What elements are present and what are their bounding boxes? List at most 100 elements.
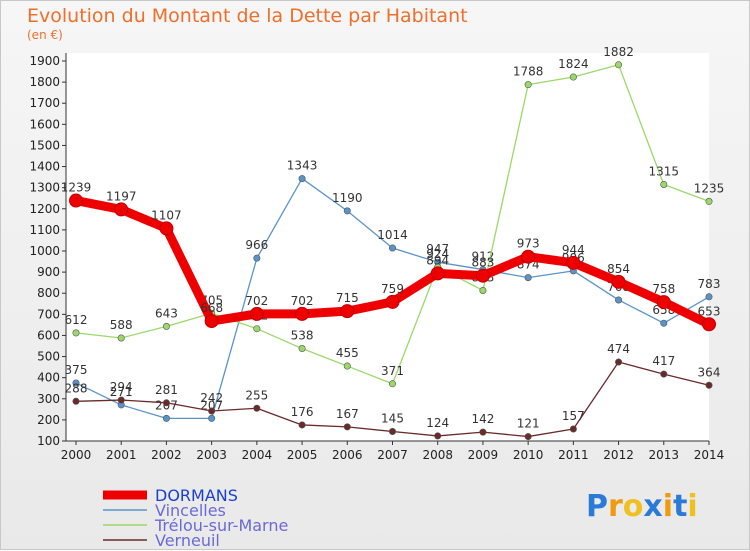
data-label: 207 bbox=[200, 398, 223, 412]
data-point bbox=[298, 175, 306, 183]
data-point bbox=[615, 61, 623, 69]
data-point bbox=[660, 181, 668, 189]
data-point bbox=[162, 399, 170, 407]
data-point bbox=[340, 304, 355, 319]
data-point bbox=[159, 221, 174, 236]
data-point bbox=[295, 306, 310, 321]
data-label: 538 bbox=[291, 329, 314, 343]
data-label: 758 bbox=[652, 282, 675, 296]
data-label: 924 bbox=[426, 247, 449, 261]
data-point bbox=[253, 254, 261, 262]
x-tick-label: 2013 bbox=[649, 448, 680, 462]
data-point bbox=[204, 314, 219, 329]
data-label: 1014 bbox=[377, 228, 408, 242]
data-point bbox=[705, 197, 713, 205]
data-point bbox=[117, 334, 125, 342]
data-point bbox=[702, 317, 716, 332]
data-label: 242 bbox=[200, 391, 223, 405]
data-label: 281 bbox=[155, 383, 178, 397]
data-point bbox=[566, 255, 581, 270]
data-point bbox=[208, 414, 216, 422]
data-label: 1788 bbox=[513, 65, 544, 79]
x-tick-label: 2006 bbox=[332, 448, 363, 462]
data-label: 1239 bbox=[61, 181, 92, 195]
data-point bbox=[615, 296, 623, 304]
data-point bbox=[343, 362, 351, 370]
data-label: 966 bbox=[245, 238, 268, 252]
data-label: 294 bbox=[110, 380, 133, 394]
data-point bbox=[430, 266, 445, 281]
x-tick-label: 2014 bbox=[694, 448, 725, 462]
data-point bbox=[117, 396, 125, 404]
data-label: 1235 bbox=[694, 181, 725, 195]
y-tick-label: 100 bbox=[37, 434, 60, 448]
data-point bbox=[388, 244, 396, 252]
data-label: 973 bbox=[517, 237, 540, 251]
data-point bbox=[298, 421, 306, 429]
x-tick-label: 2003 bbox=[196, 448, 227, 462]
data-label: 854 bbox=[607, 262, 630, 276]
data-point bbox=[388, 427, 396, 435]
legend-label: DORMANS bbox=[155, 486, 238, 505]
unit-label: (en €) bbox=[27, 28, 63, 42]
data-label: 1190 bbox=[332, 191, 363, 205]
data-label: 417 bbox=[652, 354, 675, 368]
data-point bbox=[524, 274, 532, 282]
data-point bbox=[388, 380, 396, 388]
data-label: 947 bbox=[426, 242, 449, 256]
y-tick-label: 200 bbox=[37, 413, 60, 427]
data-point bbox=[524, 433, 532, 441]
y-tick-label: 1600 bbox=[29, 117, 60, 131]
data-point bbox=[249, 306, 264, 321]
y-tick-label: 900 bbox=[37, 265, 60, 279]
data-label: 288 bbox=[65, 381, 88, 395]
y-tick-label: 1300 bbox=[29, 181, 60, 195]
y-tick-label: 1100 bbox=[29, 223, 60, 237]
data-point bbox=[660, 319, 668, 327]
data-label: 364 bbox=[698, 365, 721, 379]
data-label: 643 bbox=[155, 306, 178, 320]
data-point bbox=[705, 381, 713, 389]
data-label: 668 bbox=[200, 301, 223, 315]
data-label: 783 bbox=[698, 277, 721, 291]
y-tick-label: 300 bbox=[37, 392, 60, 406]
data-label: 702 bbox=[245, 294, 268, 308]
y-tick-label: 1500 bbox=[29, 138, 60, 152]
data-point bbox=[385, 294, 400, 309]
data-point bbox=[615, 358, 623, 366]
data-point bbox=[72, 329, 80, 337]
data-label: 375 bbox=[65, 363, 88, 377]
data-point bbox=[705, 293, 713, 301]
data-point bbox=[434, 432, 442, 440]
data-point bbox=[114, 202, 129, 217]
y-tick-label: 1900 bbox=[29, 54, 60, 68]
data-point bbox=[208, 407, 216, 415]
data-point bbox=[253, 325, 261, 333]
data-point bbox=[569, 73, 577, 81]
data-label: 588 bbox=[110, 318, 133, 332]
data-point bbox=[524, 81, 532, 89]
y-tick-label: 600 bbox=[37, 328, 60, 342]
x-tick-label: 2008 bbox=[422, 448, 453, 462]
proxiti-logo: Proxiti bbox=[586, 489, 698, 524]
data-point bbox=[479, 428, 487, 436]
data-point bbox=[162, 322, 170, 330]
data-point bbox=[253, 404, 261, 412]
data-label: 167 bbox=[336, 407, 359, 421]
data-point bbox=[656, 295, 671, 310]
data-label: 1197 bbox=[106, 189, 137, 203]
data-label: 653 bbox=[698, 304, 721, 318]
data-label: 1107 bbox=[151, 208, 182, 222]
y-tick-label: 1800 bbox=[29, 75, 60, 89]
x-tick-label: 2007 bbox=[377, 448, 408, 462]
legend-label: Trélou-sur-Marne bbox=[154, 516, 288, 535]
data-label: 145 bbox=[381, 412, 404, 426]
data-label: 702 bbox=[291, 294, 314, 308]
data-label: 944 bbox=[562, 243, 585, 257]
data-label: 121 bbox=[517, 417, 540, 431]
data-point bbox=[475, 268, 490, 283]
data-point bbox=[343, 207, 351, 215]
data-label: 715 bbox=[336, 291, 359, 305]
data-label: 894 bbox=[426, 253, 449, 267]
